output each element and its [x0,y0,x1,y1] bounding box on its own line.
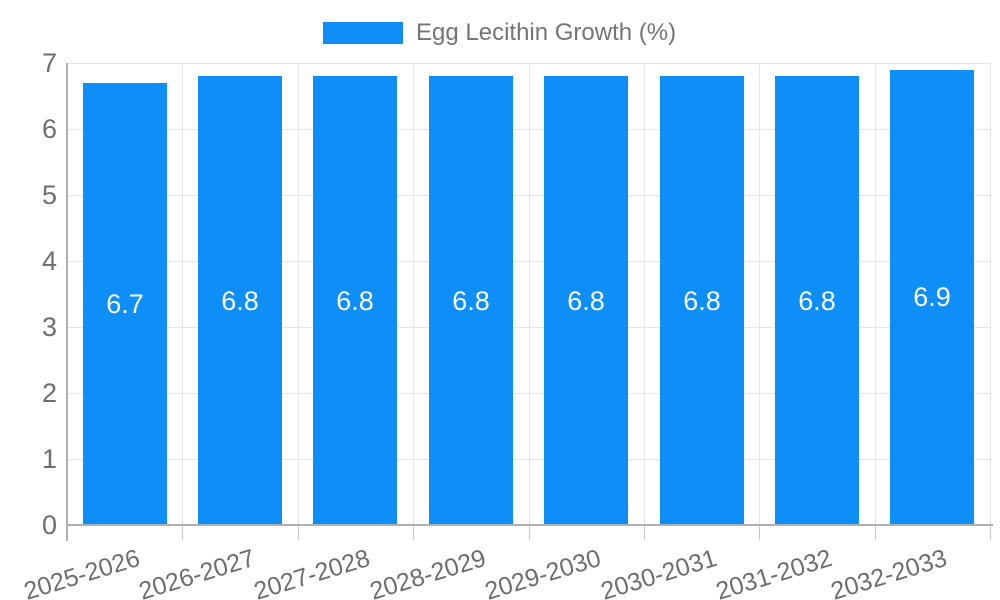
legend-label: Egg Lecithin Growth (%) [416,19,677,46]
gridline-vertical [875,63,876,525]
x-axis-tick [875,526,876,540]
gridline-vertical [644,63,645,525]
x-axis-tick [759,526,760,540]
bar-value-label: 6.8 [221,286,259,316]
x-axis-tick [990,526,991,540]
x-axis-tick [182,526,183,540]
x-axis-line [66,524,993,526]
gridline-vertical [529,63,530,525]
y-axis-tick-label: 5 [41,180,57,210]
gridline-vertical [990,63,991,525]
gridline-vertical [298,63,299,525]
gridline-horizontal [67,195,990,196]
bar-value-label: 6.8 [336,286,374,316]
bar-value-label: 6.8 [683,286,721,316]
bar-2032-2033[interactable] [890,70,974,525]
y-axis-tick-label: 2 [41,378,57,408]
gridline-horizontal [67,393,990,394]
y-axis-tick-label: 1 [41,444,57,474]
y-axis-tick-label: 3 [41,312,57,342]
bar-value-label: 6.8 [452,286,490,316]
gridline-horizontal [67,63,990,64]
bar-2031-2032[interactable] [775,76,859,525]
legend: Egg Lecithin Growth (%) [323,19,677,46]
y-axis-tick-label: 6 [41,114,57,144]
bar-value-label: 6.8 [567,286,605,316]
x-axis-tick [413,526,414,540]
legend-swatch [323,22,403,44]
x-axis-tick [644,526,645,540]
y-axis-tick-label: 4 [41,246,57,276]
gridline-horizontal [67,327,990,328]
gridline-vertical [182,63,183,525]
bar-2028-2029[interactable] [429,76,513,525]
bar-value-label: 6.9 [913,282,951,312]
y-axis-tick-label: 7 [41,48,57,78]
bar-value-label: 6.7 [106,289,144,319]
gridline-horizontal [67,129,990,130]
gridline-vertical [413,63,414,525]
gridline-vertical [759,63,760,525]
x-axis-tick [529,526,530,540]
bar-2025-2026[interactable] [83,83,167,525]
bar-2030-2031[interactable] [660,76,744,525]
gridline-horizontal [67,459,990,460]
y-axis-line [66,63,68,541]
x-axis-tick [298,526,299,540]
bar-2029-2030[interactable] [544,76,628,525]
y-axis-tick-label: 0 [41,510,57,540]
bar-2026-2027[interactable] [198,76,282,525]
bar-value-label: 6.8 [798,286,836,316]
bar-2027-2028[interactable] [313,76,397,525]
gridline-horizontal [67,261,990,262]
